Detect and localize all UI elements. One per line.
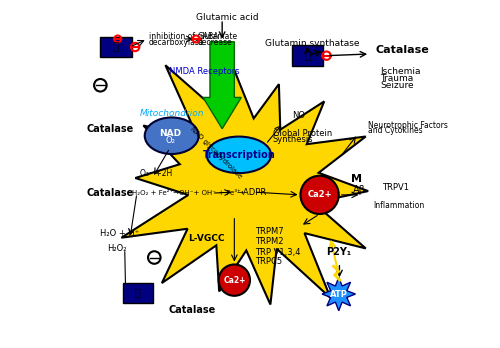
Text: Ca2+: Ca2+ xyxy=(308,190,332,199)
Text: and Cytokines: and Cytokines xyxy=(368,126,423,135)
Text: Global Protein: Global Protein xyxy=(272,129,332,139)
Text: Seizure: Seizure xyxy=(380,81,414,90)
Text: 🔴: 🔴 xyxy=(112,42,119,52)
Text: H₂O₂: H₂O₂ xyxy=(108,244,127,253)
Text: Ca2+: Ca2+ xyxy=(223,276,246,285)
Text: Transcription: Transcription xyxy=(202,150,275,160)
Text: O₂: O₂ xyxy=(166,136,175,145)
Text: H₂O + H⁺: H₂O + H⁺ xyxy=(100,229,140,238)
Text: Inflammation: Inflammation xyxy=(374,201,425,210)
Text: ATP: ATP xyxy=(330,290,347,299)
Text: Neurotrophic Factors: Neurotrophic Factors xyxy=(368,121,448,130)
Text: TRPM2: TRPM2 xyxy=(255,237,284,246)
Text: NMDA Receptors: NMDA Receptors xyxy=(170,67,240,76)
Text: inhibition of glutamate: inhibition of glutamate xyxy=(149,32,237,41)
Text: Glutamic acid: Glutamic acid xyxy=(196,13,258,22)
FancyBboxPatch shape xyxy=(292,45,323,66)
Text: decarboxylase: decarboxylase xyxy=(149,38,204,47)
Ellipse shape xyxy=(206,136,271,173)
Text: NAD glycohydrolase: NAD glycohydrolase xyxy=(189,126,243,179)
Text: 🔴: 🔴 xyxy=(304,51,310,61)
Text: →ADPR: →ADPR xyxy=(236,188,266,197)
Text: TRPC5: TRPC5 xyxy=(255,257,282,266)
Polygon shape xyxy=(322,277,356,311)
Text: Mitochondrion: Mitochondrion xyxy=(140,109,204,118)
Text: O₂⁻ +2H: O₂⁻ +2H xyxy=(140,169,172,179)
Text: GABA: GABA xyxy=(198,32,220,41)
Text: Trauma: Trauma xyxy=(380,74,414,83)
Ellipse shape xyxy=(144,118,199,154)
Circle shape xyxy=(218,264,250,296)
Text: Synthesis: Synthesis xyxy=(272,135,313,144)
Polygon shape xyxy=(203,42,241,129)
Text: Glutamin synthatase: Glutamin synthatase xyxy=(266,39,360,48)
Polygon shape xyxy=(122,54,368,304)
Text: TRPV1: TRPV1 xyxy=(382,183,409,192)
Text: Catalase: Catalase xyxy=(86,188,134,198)
Text: NO: NO xyxy=(292,111,305,120)
Circle shape xyxy=(300,176,339,214)
Text: Ischemia: Ischemia xyxy=(380,67,421,76)
Text: L-VGCC: L-VGCC xyxy=(188,234,225,243)
Text: M: M xyxy=(350,174,362,184)
Text: Catalase: Catalase xyxy=(86,124,134,134)
Text: P2Y₁: P2Y₁ xyxy=(326,247,351,257)
Text: TRP V1,3,4: TRP V1,3,4 xyxy=(255,248,300,257)
FancyBboxPatch shape xyxy=(123,283,152,303)
FancyBboxPatch shape xyxy=(100,37,132,57)
Text: Aβ: Aβ xyxy=(353,185,366,195)
Text: TRPM7: TRPM7 xyxy=(255,227,284,236)
Text: H₂O₂ + Fe²⁺→OH⁻+ OH⁻ + Fe³⁺: H₂O₂ + Fe²⁺→OH⁻+ OH⁻ + Fe³⁺ xyxy=(132,190,240,196)
Text: decrease: decrease xyxy=(198,38,232,47)
Text: 🔴: 🔴 xyxy=(135,288,141,298)
Text: Catalase: Catalase xyxy=(168,305,216,315)
Text: Catalase: Catalase xyxy=(376,46,429,55)
Text: NAD: NAD xyxy=(160,129,182,139)
